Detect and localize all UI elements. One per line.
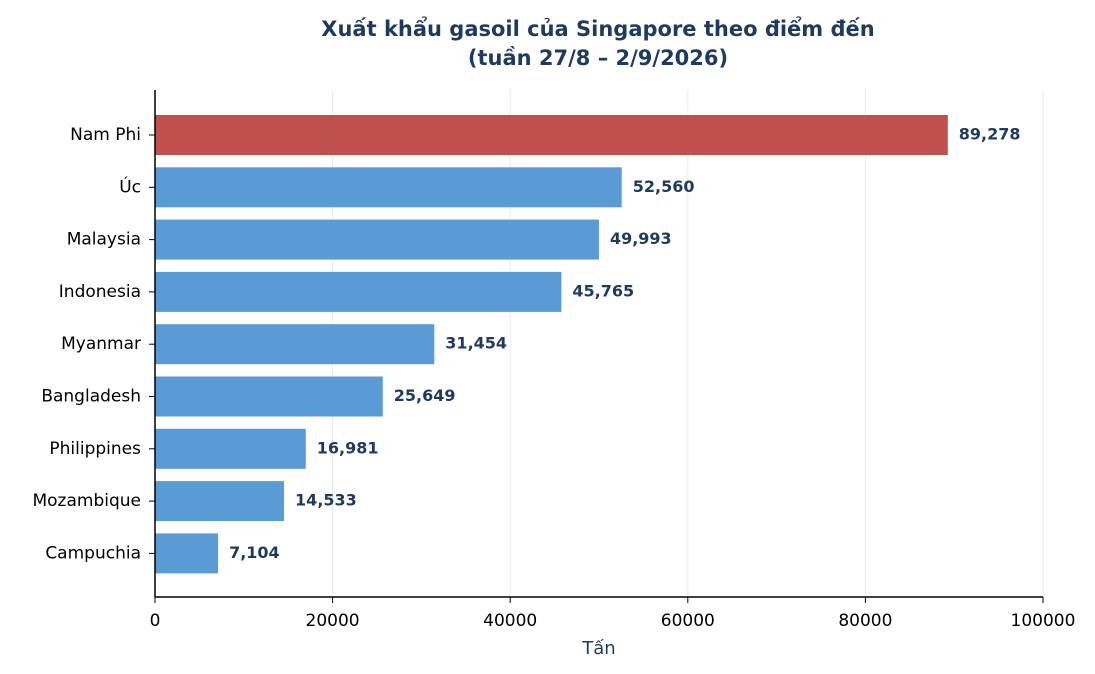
value-label: 89,278 xyxy=(959,125,1021,144)
y-tick-label: Úc xyxy=(119,175,141,197)
y-tick-label: Philippines xyxy=(49,439,141,459)
value-label: 49,993 xyxy=(610,229,672,248)
x-tick-label: 20000 xyxy=(306,611,360,631)
x-tick-label: 60000 xyxy=(661,611,715,631)
bar xyxy=(155,324,435,365)
chart-title: Xuất khẩu gasoil của Singapore theo điểm… xyxy=(321,16,874,41)
bar xyxy=(155,428,306,469)
bar xyxy=(155,533,219,574)
bar xyxy=(155,115,948,155)
y-tick-label: Mozambique xyxy=(32,491,141,511)
value-label: 14,533 xyxy=(295,491,357,510)
y-tick-label: Malaysia xyxy=(67,230,141,250)
y-tick-label: Campuchia xyxy=(45,543,141,563)
chart-title: (tuần 27/8 – 2/9/2026) xyxy=(468,46,728,70)
value-label: 31,454 xyxy=(445,334,507,353)
bar xyxy=(155,481,285,522)
bar xyxy=(155,167,622,208)
y-tick-label: Nam Phi xyxy=(70,125,141,145)
y-tick-label: Myanmar xyxy=(61,334,141,354)
y-tick-label: Bangladesh xyxy=(41,387,141,407)
x-tick-label: 40000 xyxy=(483,611,537,631)
value-label: 16,981 xyxy=(317,438,379,457)
x-tick-label: 80000 xyxy=(838,611,892,631)
value-label: 7,104 xyxy=(229,543,280,562)
y-tick-label: Indonesia xyxy=(59,282,141,302)
value-label: 25,649 xyxy=(394,386,456,405)
x-axis-label: Tấn xyxy=(581,638,615,659)
x-tick-label: 0 xyxy=(150,611,161,631)
bar xyxy=(155,271,562,312)
bar xyxy=(155,219,599,260)
bar xyxy=(155,376,383,417)
x-tick-label: 100000 xyxy=(1011,611,1076,631)
value-label: 52,560 xyxy=(633,177,695,196)
value-label: 45,765 xyxy=(572,281,634,300)
